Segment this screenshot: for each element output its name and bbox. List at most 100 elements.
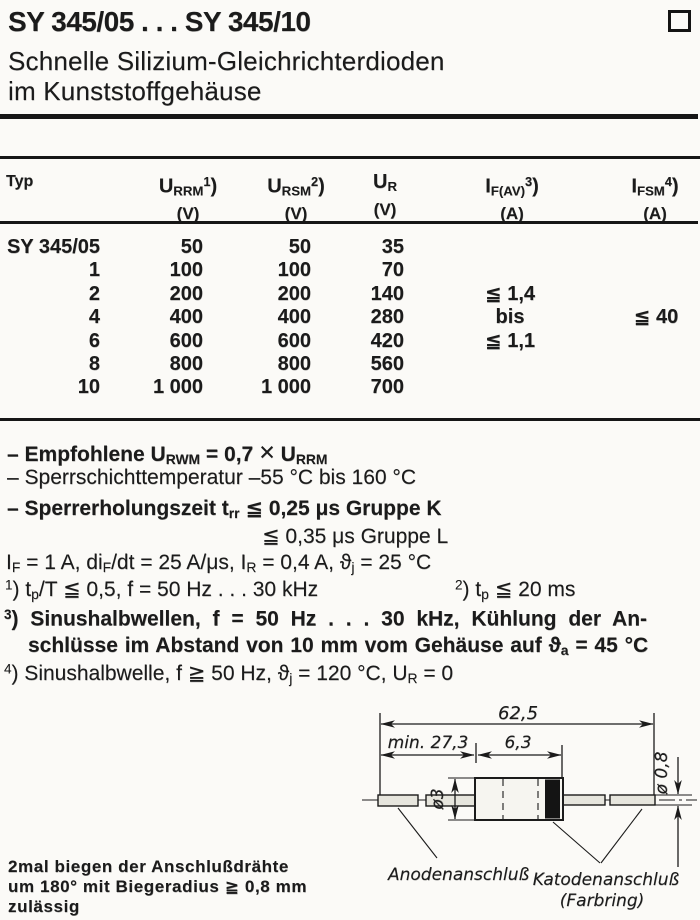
table-cell	[616, 376, 696, 399]
table-row: SY 345/05 50 50 35	[0, 236, 700, 259]
table-row: 4 400 400 280 bis ≦ 40	[0, 306, 700, 329]
table-cell	[404, 376, 616, 399]
leader-cathode-lead	[600, 808, 643, 864]
table-cell: ≦ 40	[633, 306, 679, 329]
table-row: 2 200 200 140 ≦ 1,4	[0, 283, 700, 306]
corner-square-mark	[668, 10, 691, 32]
table-cell	[616, 236, 696, 259]
page-title: SY 345/05 . . . SY 345/10	[8, 6, 311, 37]
page-subtitle: Schnelle Silizium-Gleichrichterdioden im…	[8, 46, 445, 106]
col-header-typ: Typ	[6, 173, 34, 190]
table-cell: 200	[277, 282, 311, 305]
bend-note-line-1: 2mal biegen der Anschlußdrähte	[8, 857, 289, 876]
table-cell: 400	[277, 306, 311, 329]
cathode-band	[545, 779, 560, 819]
note-recovery-time-k: – Sperrerholungszeit trr ≦ 0,25 μs Grupp…	[7, 497, 442, 522]
dim-body-label: 6,3	[504, 733, 531, 753]
table-cell	[616, 353, 696, 376]
table-cell: 140	[370, 282, 404, 305]
table-cell	[404, 259, 616, 282]
lead-right-inner	[561, 794, 606, 806]
divider-header-bottom	[0, 221, 698, 224]
footnote-2: 2) tp ≦ 20 ms	[455, 577, 576, 603]
footnote-1: 1) tp/T ≦ 0,5, f = 50 Hz . . . 30 kHz	[5, 577, 319, 603]
lead-right-outer	[609, 794, 656, 806]
dim-total-label: 62,5	[498, 703, 538, 724]
table-cell	[616, 283, 696, 306]
table-cell: 800	[169, 352, 203, 375]
table-cell	[616, 259, 696, 282]
col-header-ifav-symbol: IF(AV)3)	[485, 174, 539, 199]
table-cell: 35	[381, 236, 404, 258]
col-header-urrm-unit: (V)	[176, 204, 200, 224]
subtitle-line-2: im Kunststoffgehäuse	[8, 76, 262, 106]
col-header-ursm-symbol: URSM2)	[267, 174, 325, 199]
table-cell: ≦ 1,4	[484, 282, 536, 305]
col-header-urrm-symbol: URRM1)	[158, 174, 218, 199]
leader-cathode-band	[552, 821, 601, 864]
diode-package-drawing: 62,5 min. 27,3 6,3 ø3 ø 0,8 Anodenanschl…	[362, 703, 697, 911]
dim-lead-min-label: min. 27,3	[388, 733, 469, 753]
table-row: 6 600 600 420 ≦ 1,1	[0, 330, 700, 353]
footnote-3-line2: schlüsse im Abstand von 10 mm vom Gehäus…	[28, 634, 649, 659]
table-cell: ≦ 1,1	[484, 329, 536, 352]
footnote-4: 4) Sinushalbwelle, f ≧ 50 Hz, ϑj = 120 °…	[4, 661, 454, 687]
cathode-label: Katodenanschluß	[533, 870, 680, 890]
table-cell: 1 000	[260, 376, 311, 399]
bend-note-line-3: zulässig	[8, 897, 80, 916]
table-cell: 8	[88, 352, 100, 375]
table-cell: 600	[169, 329, 203, 352]
table-cell: 100	[277, 259, 311, 282]
col-header-ur: UR (V)	[373, 170, 397, 221]
table-cell: 6	[88, 329, 100, 352]
note-recovery-time-l: ≦ 0,35 μs Gruppe L	[262, 525, 449, 548]
table-cell: 560	[370, 352, 404, 375]
table-cell: 800	[277, 352, 311, 375]
table-cell: 1 000	[152, 376, 203, 399]
note-junction-temp: – Sperrschichttemperatur –55 °C bis 160 …	[7, 466, 416, 489]
table-cell: 280	[370, 306, 404, 329]
table-row: 8 800 800 560	[0, 353, 700, 376]
col-header-ifav-unit: (A)	[500, 204, 524, 224]
col-header-ifsm: IFSM4) (A)	[631, 170, 678, 225]
col-header-urrm: URRM1) (V)	[159, 170, 217, 225]
bend-note-line-2: um 180° mit Biegeradius ≧ 0,8 mm	[8, 877, 308, 896]
table-cell: 50	[288, 236, 311, 258]
footnote-3-line1: 3) Sinushalbwellen, f = 50 Hz . . . 30 k…	[4, 607, 648, 631]
table-cell: 1	[88, 259, 100, 282]
table-cell: 200	[169, 282, 203, 305]
table-cell: 420	[370, 329, 404, 352]
table-cell	[616, 330, 696, 353]
col-header-ursm-unit: (V)	[284, 204, 308, 224]
table-cell	[404, 353, 616, 376]
subtitle-line-1: Schnelle Silizium-Gleichrichterdioden	[8, 46, 445, 76]
table-row: 1 100 100 70	[0, 259, 700, 282]
table-body: SY 345/05 50 50 35 1 100 100 70 2 200 200 140 ≦ 1,4 4…	[0, 236, 700, 400]
table-cell: 400	[169, 306, 203, 329]
divider-thick	[0, 114, 698, 119]
table-cell: 70	[381, 259, 404, 282]
cathode-label-2: (Farbring)	[560, 891, 645, 911]
col-header-ur-unit: (V)	[373, 199, 397, 219]
table-cell: 10	[77, 376, 100, 399]
table-cell: 50	[180, 236, 203, 258]
col-header-ifav: IF(AV)3) (A)	[485, 170, 539, 225]
divider-table-bottom	[0, 418, 700, 421]
table-cell: bis	[495, 306, 525, 329]
leader-anode	[397, 807, 438, 859]
table-cell: 600	[277, 329, 311, 352]
table-row: 10 1 000 1 000 700	[0, 376, 700, 399]
divider-table-top	[0, 156, 700, 159]
col-header-ursm: URSM2) (V)	[267, 170, 325, 225]
col-header-ifsm-symbol: IFSM4)	[631, 174, 679, 199]
anode-label: Anodenanschluß	[387, 865, 529, 885]
table-cell	[404, 236, 616, 259]
dia-lead-label: ø 0,8	[652, 751, 672, 795]
table-cell: 700	[370, 376, 404, 399]
bend-note: 2mal biegen der Anschlußdrähte um 180° m…	[8, 857, 307, 917]
test-conditions: IF = 1 A, diF/dt = 25 A/μs, IR = 0,4 A, …	[6, 551, 432, 576]
table-cell: SY 345/05	[6, 236, 100, 258]
dia-body-label: ø3	[428, 788, 448, 810]
lead-left-outer	[377, 794, 419, 807]
